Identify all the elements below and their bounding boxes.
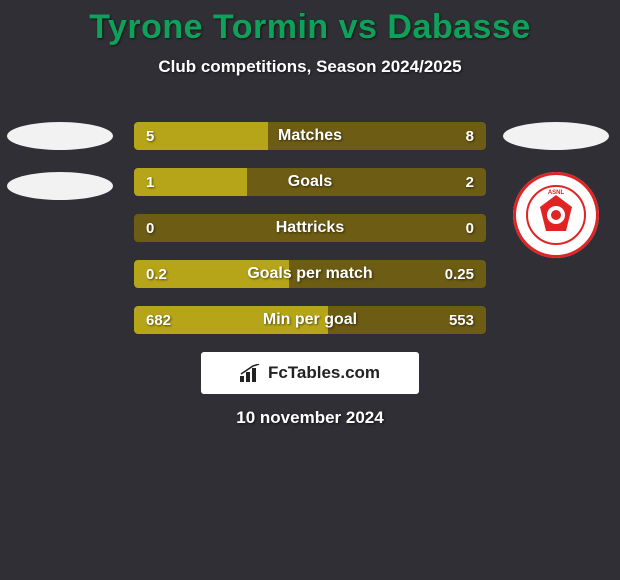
subtitle: Club competitions, Season 2024/2025 [0,57,620,77]
stat-label: Matches [134,122,486,150]
right-player-badges: ASNL [496,122,616,258]
club-ellipse-icon [7,172,113,200]
club-ellipse-icon [503,122,609,150]
brand-chart-icon [240,364,262,382]
stat-label: Hattricks [134,214,486,242]
stat-label: Goals [134,168,486,196]
comparison-card: Tyrone Tormin vs Dabasse Club competitio… [0,0,620,580]
stat-row: 00Hattricks [134,214,486,242]
svg-text:ASNL: ASNL [548,190,565,196]
stat-row: 12Goals [134,168,486,196]
footer-date: 10 november 2024 [0,408,620,428]
brand-text: FcTables.com [268,363,380,383]
club-crest-icon: ASNL [526,185,586,245]
club-badge-inner: ASNL [519,178,593,252]
left-player-badges [4,122,116,222]
stat-label: Goals per match [134,260,486,288]
stat-row: 58Matches [134,122,486,150]
stat-label: Min per goal [134,306,486,334]
stat-row: 0.20.25Goals per match [134,260,486,288]
club-badge-icon: ASNL [513,172,599,258]
stat-row: 682553Min per goal [134,306,486,334]
stat-bars: 58Matches 12Goals 00Hattricks 0.20.25Goals … [134,122,486,352]
brand-badge: FcTables.com [201,352,419,394]
page-title: Tyrone Tormin vs Dabasse [0,0,620,47]
club-ellipse-icon [7,122,113,150]
